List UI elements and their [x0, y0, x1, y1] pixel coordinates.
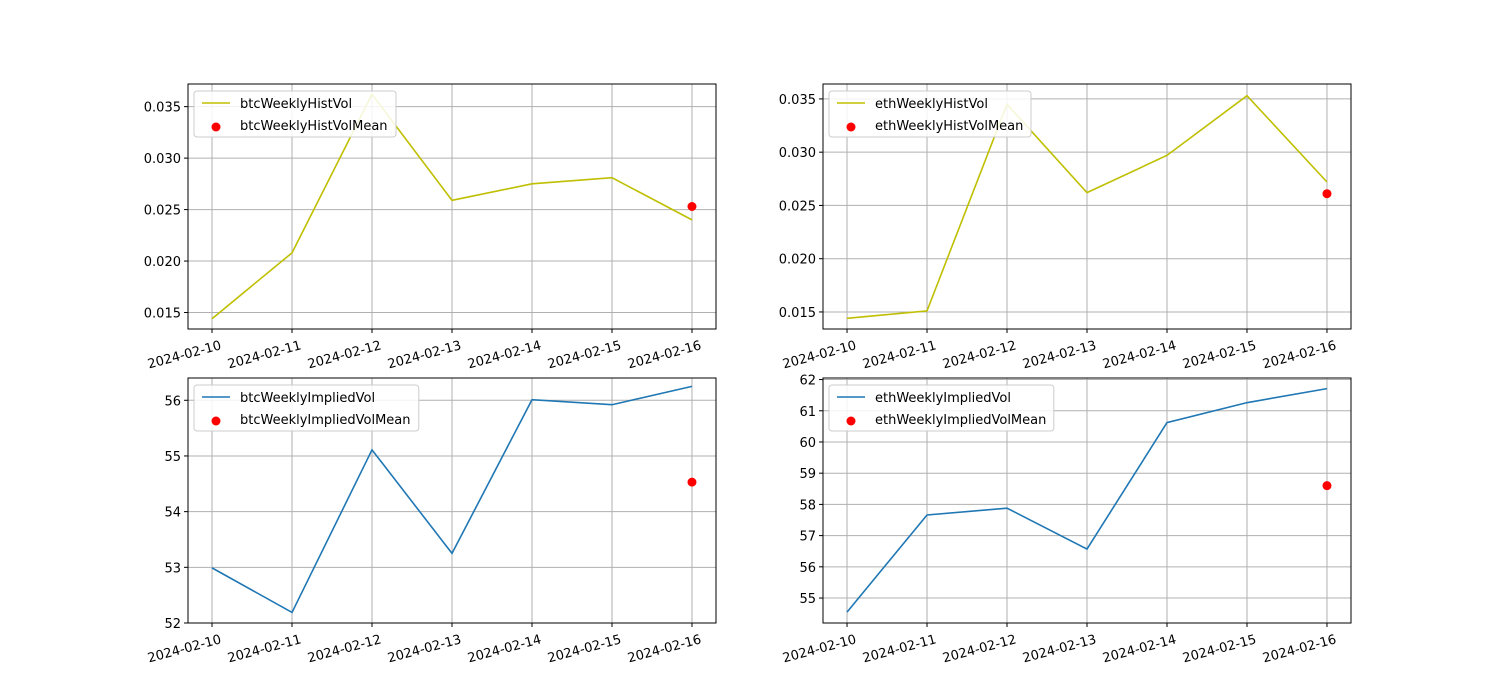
x-tick-label: 2024-02-16	[626, 632, 703, 666]
series-line-btcWeeklyImpliedVol	[211, 385, 693, 614]
legend-marker-swatch	[846, 416, 856, 426]
legend-box	[828, 90, 1032, 138]
legend-label: btcWeeklyImpliedVolMean	[240, 413, 411, 428]
legend-marker-swatch	[211, 122, 221, 132]
series-line-btcWeeklyHistVol	[211, 92, 693, 320]
y-tick-label: 0.020	[144, 255, 181, 270]
y-tick-label: 0.025	[144, 204, 181, 219]
legend: ethWeeklyImpliedVol ethWeeklyImpliedVolMe…	[828, 384, 1055, 432]
y-tick-label: 61	[799, 405, 816, 420]
x-tick-label: 2024-02-10	[146, 632, 223, 666]
x-tick-label: 2024-02-13	[1021, 632, 1098, 666]
legend: btcWeeklyHistVol btcWeeklyHistVolMean	[193, 90, 397, 138]
x-tick-label: 2024-02-16	[626, 338, 703, 372]
subplot-4: 2024-02-10 2024-02-11 2024-02-12 2024-02-13…	[781, 374, 1352, 666]
axes-frame	[187, 377, 717, 624]
x-tick-label: 2024-02-13	[386, 632, 463, 666]
x-tick-label: 2024-02-16	[1261, 632, 1338, 666]
x-tick-label: 2024-02-11	[226, 338, 303, 372]
x-tick-label: 2024-02-11	[861, 338, 938, 372]
legend-label: btcWeeklyImpliedVol	[240, 391, 375, 406]
legend-marker-swatch	[211, 416, 221, 426]
subplot-1: 2024-02-10 2024-02-11 2024-02-12 2024-02-13…	[144, 83, 717, 372]
y-tick-label: 52	[164, 617, 181, 632]
axes-frame	[822, 377, 1352, 624]
series-line-ethWeeklyImpliedVol	[846, 387, 1328, 613]
y-tick-label: 0.015	[144, 307, 181, 322]
x-tick-label: 2024-02-12	[941, 338, 1018, 372]
y-tick-label: 62	[799, 374, 816, 389]
x-tick-label: 2024-02-14	[466, 632, 543, 666]
x-tick-label: 2024-02-12	[306, 632, 383, 666]
y-tick-label: 59	[799, 467, 816, 482]
y-tick-label: 0.035	[779, 93, 816, 108]
legend-label: ethWeeklyHistVol	[875, 97, 988, 112]
x-tick-label: 2024-02-12	[306, 338, 383, 372]
legend-label: ethWeeklyImpliedVol	[875, 391, 1011, 406]
x-tick-label: 2024-02-10	[781, 632, 858, 666]
y-tick-label: 56	[799, 561, 816, 576]
x-tick-label: 2024-02-15	[546, 338, 623, 372]
scatter-point-ethWeeklyHistVolMean	[1322, 189, 1332, 199]
x-tick-label: 2024-02-10	[781, 338, 858, 372]
y-tick-label: 57	[799, 530, 816, 545]
legend-label: btcWeeklyHistVol	[240, 97, 352, 112]
y-tick-label: 55	[799, 592, 816, 607]
legend: ethWeeklyHistVol ethWeeklyHistVolMean	[828, 90, 1032, 138]
x-tick-label: 2024-02-13	[386, 338, 463, 372]
axes-frame	[822, 83, 1352, 330]
scatter-point-btcWeeklyHistVolMean	[687, 202, 697, 211]
y-tick-label: 60	[799, 436, 816, 451]
legend-marker-swatch	[846, 122, 856, 132]
x-tick-label: 2024-02-11	[861, 632, 938, 666]
y-tick-label: 0.035	[144, 101, 181, 116]
x-tick-label: 2024-02-16	[1261, 338, 1338, 372]
y-tick-label: 0.030	[144, 152, 181, 167]
x-tick-label: 2024-02-10	[146, 338, 223, 372]
legend-label: btcWeeklyHistVolMean	[240, 119, 388, 134]
x-tick-label: 2024-02-15	[1181, 338, 1258, 372]
y-tick-label: 0.025	[779, 199, 816, 214]
x-tick-label: 2024-02-14	[466, 338, 543, 372]
axes-frame	[187, 83, 717, 330]
scatter-point-btcWeeklyImpliedVolMean	[687, 477, 697, 487]
y-tick-label: 54	[164, 506, 181, 521]
legend-label: ethWeeklyImpliedVolMean	[875, 413, 1046, 428]
scatter-point-ethWeeklyImpliedVolMean	[1322, 481, 1332, 491]
y-tick-label: 0.015	[779, 306, 816, 321]
legend-label: ethWeeklyHistVolMean	[875, 119, 1023, 134]
y-tick-label: 0.020	[779, 253, 816, 268]
legend-box	[193, 384, 420, 432]
y-tick-label: 0.030	[779, 146, 816, 161]
legend-box	[828, 384, 1055, 432]
x-tick-label: 2024-02-11	[226, 632, 303, 666]
y-tick-label: 53	[164, 561, 181, 576]
y-tick-label: 58	[799, 498, 816, 513]
x-tick-label: 2024-02-13	[1021, 338, 1098, 372]
x-tick-label: 2024-02-14	[1101, 632, 1178, 666]
y-tick-label: 55	[164, 450, 181, 465]
series-line-ethWeeklyHistVol	[846, 94, 1328, 320]
x-tick-label: 2024-02-15	[1181, 632, 1258, 666]
subplot-3: 2024-02-10 2024-02-11 2024-02-12 2024-02-13…	[146, 377, 717, 666]
x-tick-label: 2024-02-15	[546, 632, 623, 666]
legend-box	[193, 90, 397, 138]
x-tick-label: 2024-02-12	[941, 632, 1018, 666]
subplot-2: 2024-02-10 2024-02-11 2024-02-12 2024-02-13…	[779, 83, 1352, 372]
x-tick-label: 2024-02-14	[1101, 338, 1178, 372]
legend: btcWeeklyImpliedVol btcWeeklyImpliedVolMe…	[193, 384, 420, 432]
y-tick-label: 56	[164, 394, 181, 409]
